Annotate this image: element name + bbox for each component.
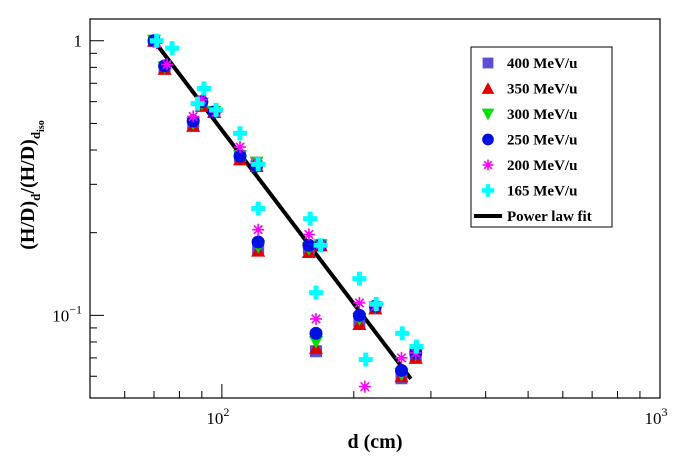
svg-text:400 MeV/u: 400 MeV/u	[507, 56, 577, 72]
data-point	[251, 157, 266, 172]
legend-entry: 200 MeV/u	[482, 158, 577, 174]
data-point	[313, 238, 328, 253]
data-point	[165, 41, 180, 56]
x-axis-title: d (cm)	[348, 431, 403, 453]
data-point	[190, 96, 205, 111]
svg-text:165 MeV/u: 165 MeV/u	[507, 184, 577, 200]
data-point	[395, 351, 408, 364]
data-point	[187, 110, 200, 123]
y-axis-title-main: (H/D)	[17, 201, 39, 250]
data-point	[251, 235, 265, 249]
data-point	[309, 335, 324, 349]
svg-text:250 MeV/u: 250 MeV/u	[507, 133, 577, 149]
y-axis-title-sub1: d	[28, 193, 43, 201]
y-tick-label: 1	[74, 32, 83, 51]
data-point	[196, 81, 211, 96]
data-point	[303, 211, 318, 226]
legend-entry: 400 MeV/u	[482, 56, 577, 72]
legend-entry: Power law fit	[474, 209, 592, 225]
data-point	[209, 102, 224, 117]
axis-ticks	[89, 40, 661, 399]
data-point	[369, 296, 384, 311]
data-point	[358, 380, 371, 393]
data-point	[302, 238, 316, 252]
data-point	[233, 149, 247, 163]
legend-entry: 350 MeV/u	[481, 82, 577, 98]
y-tick-label: 10−1	[52, 302, 82, 325]
data-points	[147, 33, 424, 393]
data-point	[352, 308, 366, 322]
data-point	[251, 201, 266, 216]
legend: 400 MeV/u 350 MeV/u 300 MeV/u 250 MeV/u 200 …	[470, 46, 613, 228]
svg-text:Power law fit: Power law fit	[507, 209, 592, 225]
data-point	[409, 339, 424, 354]
plot-frame	[89, 18, 661, 399]
data-point	[353, 296, 366, 309]
y-axis-title: (H/D)d/(H/D)diso	[17, 120, 47, 249]
svg-text:300 MeV/u: 300 MeV/u	[507, 107, 577, 123]
data-point	[358, 352, 373, 367]
fit-layer	[152, 39, 413, 381]
data-point	[302, 228, 315, 241]
x-tick-label: 102	[206, 405, 229, 428]
data-point	[352, 271, 367, 286]
legend-items: 400 MeV/u 350 MeV/u 300 MeV/u 250 MeV/u 200 …	[474, 56, 592, 225]
data-point	[252, 223, 265, 236]
legend-box	[470, 46, 613, 228]
svg-text:200 MeV/u: 200 MeV/u	[507, 158, 577, 174]
legend-entry: 250 MeV/u	[482, 133, 577, 149]
data-point	[234, 141, 247, 154]
y-axis-title-sub2: d	[28, 131, 43, 139]
data-point	[161, 58, 174, 71]
legend-entry: 300 MeV/u	[481, 107, 577, 123]
data-point	[233, 126, 248, 141]
x-tick-label: 103	[645, 405, 668, 428]
data-point	[309, 285, 324, 300]
svg-text:350 MeV/u: 350 MeV/u	[507, 82, 577, 98]
data-point	[310, 312, 323, 325]
data-point	[394, 363, 408, 377]
y-axis-title-mid: /(H/D)	[17, 139, 39, 194]
y-axis-title-subsub: iso	[36, 120, 47, 132]
legend-entry: 165 MeV/u	[481, 184, 577, 200]
axis-tick-labels: 102 103 1 10−1	[52, 32, 667, 428]
data-point	[149, 33, 164, 48]
data-point	[309, 326, 323, 340]
power-law-fit-line	[152, 39, 413, 381]
data-point	[395, 326, 410, 341]
